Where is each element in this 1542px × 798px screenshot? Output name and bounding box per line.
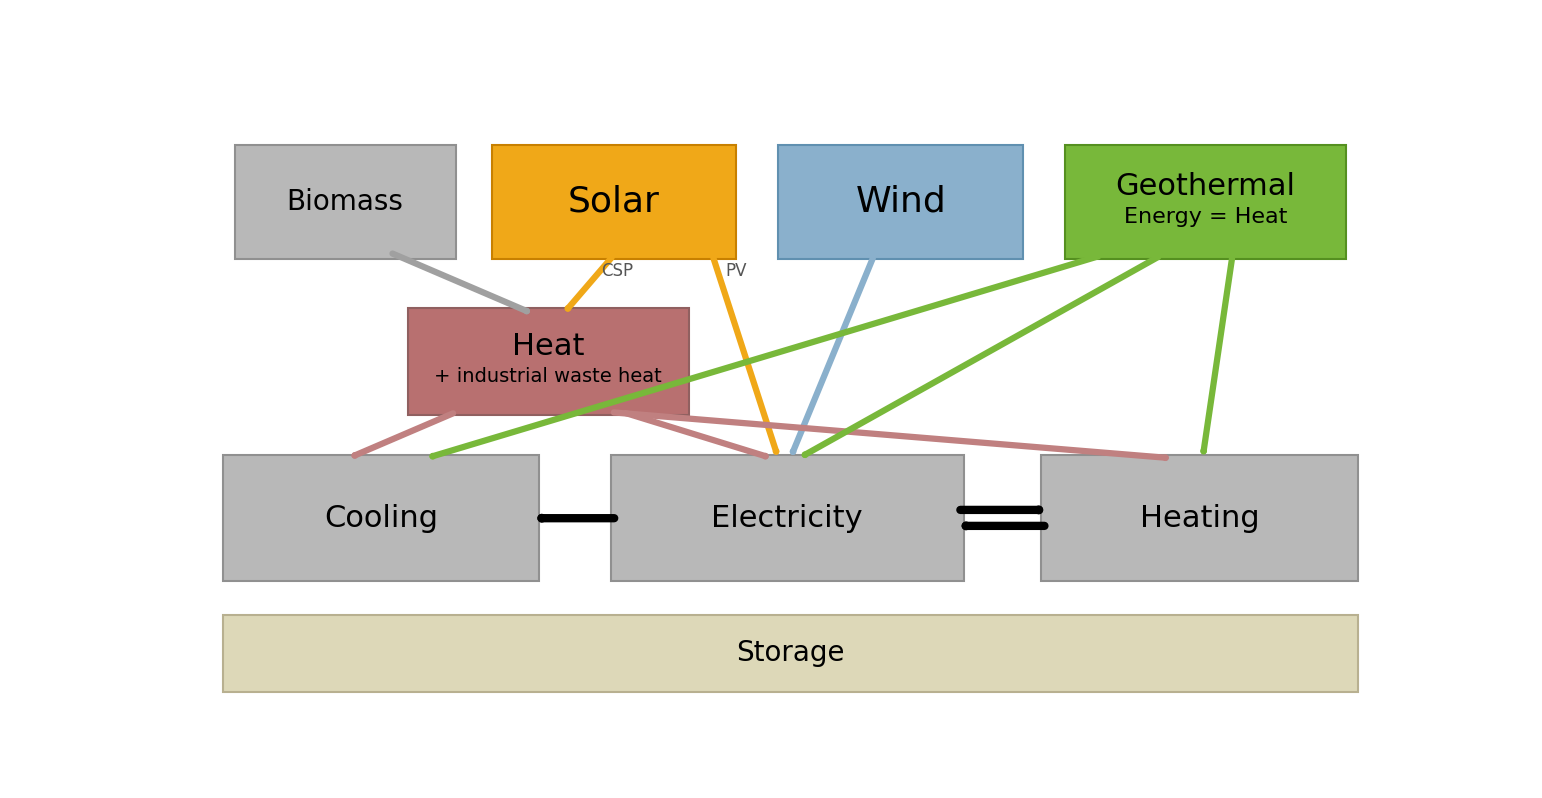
Text: Cooling: Cooling (324, 504, 438, 533)
FancyBboxPatch shape (1066, 145, 1346, 259)
Text: Energy = Heat: Energy = Heat (1124, 207, 1288, 227)
Text: Geothermal: Geothermal (1115, 172, 1295, 201)
Text: PV: PV (726, 262, 748, 280)
Text: Wind: Wind (856, 185, 947, 219)
FancyBboxPatch shape (1041, 455, 1359, 581)
FancyBboxPatch shape (222, 455, 540, 581)
Text: CSP: CSP (601, 262, 634, 280)
FancyBboxPatch shape (222, 615, 1359, 692)
Text: Heating: Heating (1140, 504, 1260, 533)
FancyBboxPatch shape (779, 145, 1024, 259)
Text: Solar: Solar (567, 185, 660, 219)
FancyBboxPatch shape (492, 145, 737, 259)
FancyBboxPatch shape (407, 308, 689, 415)
Text: + industrial waste heat: + industrial waste heat (435, 367, 662, 386)
FancyBboxPatch shape (234, 145, 456, 259)
Text: Storage: Storage (736, 639, 845, 667)
Text: Electricity: Electricity (711, 504, 864, 533)
Text: Heat: Heat (512, 332, 584, 361)
FancyBboxPatch shape (611, 455, 964, 581)
Text: Biomass: Biomass (287, 188, 404, 215)
